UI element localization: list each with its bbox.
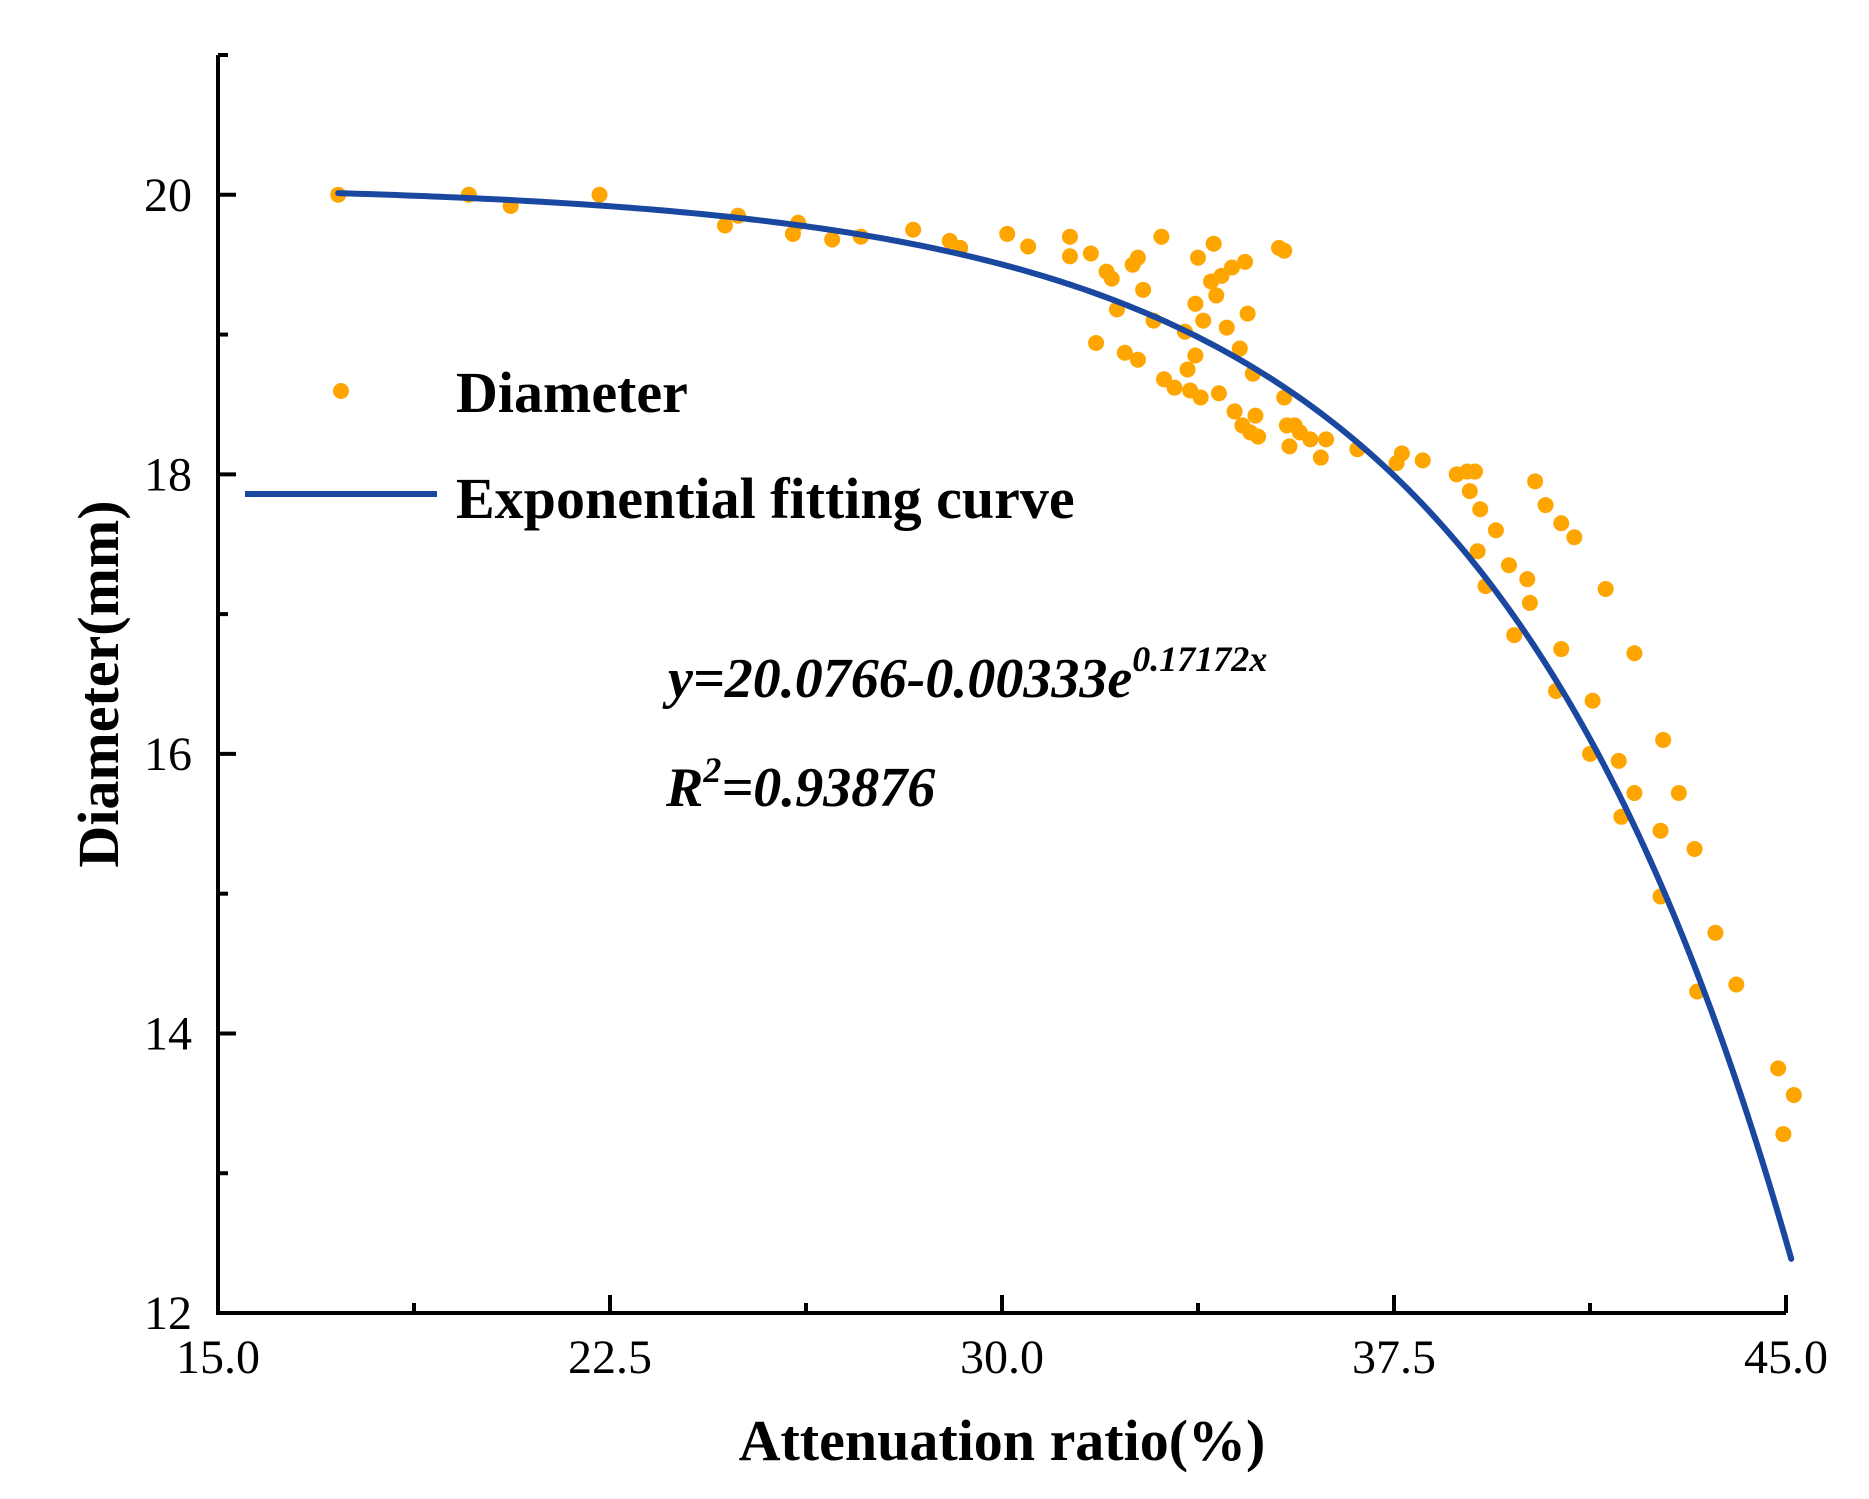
equation-exponent: 0.17172x <box>1132 639 1267 679</box>
data-point <box>1061 248 1078 265</box>
data-point <box>1500 557 1517 574</box>
legend-label-diameter: Diameter <box>456 360 688 425</box>
data-point <box>1129 249 1146 266</box>
data-point <box>1281 438 1298 455</box>
data-point <box>1566 529 1583 546</box>
data-point <box>1393 445 1410 462</box>
equation-main: y=20.0766-0.00333e <box>662 648 1132 710</box>
data-point <box>716 217 733 234</box>
y-axis-title: Diameter(mm) <box>66 500 131 867</box>
data-point <box>1166 379 1183 396</box>
data-point <box>1135 281 1152 298</box>
data-point <box>1707 924 1724 941</box>
y-tick-label: 18 <box>144 448 192 501</box>
r2-value: =0.93876 <box>721 757 935 819</box>
data-point <box>1414 452 1431 469</box>
data-point <box>1519 571 1536 588</box>
data-point <box>1020 238 1037 255</box>
r2-prefix: R <box>665 757 703 819</box>
data-point <box>1190 249 1206 266</box>
data-point <box>1153 228 1170 245</box>
data-point <box>1770 1060 1787 1077</box>
data-point <box>1210 385 1227 402</box>
x-tick-label: 45.0 <box>1744 1331 1828 1384</box>
y-tick-label: 16 <box>144 728 192 781</box>
data-point <box>1610 752 1627 769</box>
data-point <box>1276 242 1293 259</box>
data-point <box>1129 351 1146 368</box>
data-point <box>1302 431 1319 448</box>
data-point <box>1082 245 1099 262</box>
data-point <box>1527 473 1544 490</box>
data-point <box>1195 312 1212 329</box>
data-point <box>1237 253 1254 270</box>
scatter-points <box>330 186 1802 1143</box>
data-point <box>1553 515 1570 532</box>
r2-superscript: 2 <box>702 750 721 790</box>
data-point <box>1670 785 1687 802</box>
x-tick-label: 30.0 <box>960 1331 1044 1384</box>
data-point <box>1226 403 1243 420</box>
data-point <box>1239 305 1256 322</box>
data-point <box>1223 259 1240 276</box>
y-tick-label: 20 <box>144 169 192 222</box>
legend: Diameter Exponential fitting curve <box>245 360 1075 531</box>
x-tick-label: 37.5 <box>1352 1331 1436 1384</box>
data-point <box>1192 389 1209 406</box>
data-point <box>1247 407 1264 424</box>
data-point <box>905 221 922 238</box>
data-point <box>1116 344 1133 361</box>
data-point <box>1187 295 1204 312</box>
data-point <box>1231 340 1248 357</box>
data-point <box>1728 976 1745 993</box>
data-point <box>1597 580 1614 597</box>
data-point <box>1487 522 1504 539</box>
y-ticks: 12 14 16 18 20 <box>144 53 236 1340</box>
data-point <box>1686 840 1703 857</box>
data-point <box>1521 594 1538 611</box>
data-point <box>1652 822 1669 839</box>
data-point <box>1785 1086 1802 1103</box>
x-ticks: 15.0 22.5 30.0 37.5 45.0 <box>176 1295 1828 1384</box>
data-point <box>824 231 841 248</box>
data-point <box>1537 497 1554 514</box>
data-point <box>999 225 1016 242</box>
data-point <box>1179 361 1196 378</box>
equation-annotation: y=20.0766-0.00333e0.17172x <box>662 639 1267 710</box>
data-point <box>1626 785 1643 802</box>
y-tick-label: 14 <box>144 1007 192 1060</box>
x-tick-label: 22.5 <box>568 1331 652 1384</box>
data-point <box>1469 543 1486 560</box>
x-tick-label: 15.0 <box>176 1331 260 1384</box>
data-point <box>1187 347 1204 364</box>
data-point <box>1205 235 1222 252</box>
data-point <box>1461 483 1478 500</box>
data-point <box>1655 731 1672 748</box>
fit-curve-line <box>335 190 1795 1262</box>
data-point <box>1250 428 1267 445</box>
data-point <box>1467 463 1484 480</box>
x-axis-title: Attenuation ratio(%) <box>739 1408 1266 1473</box>
data-point <box>1626 645 1643 662</box>
data-point <box>1103 270 1120 287</box>
data-point <box>591 186 608 203</box>
data-point <box>1553 641 1570 658</box>
legend-marker-diameter <box>333 383 349 399</box>
data-point <box>1584 692 1601 709</box>
data-point <box>1208 287 1225 304</box>
data-point <box>1312 449 1329 466</box>
data-point <box>1506 627 1523 644</box>
data-point <box>1088 334 1105 351</box>
r-squared-annotation: R2=0.93876 <box>665 750 935 819</box>
data-point <box>1061 228 1078 245</box>
legend-label-fit-curve: Exponential fitting curve <box>456 466 1075 531</box>
data-point <box>1318 431 1335 448</box>
y-tick-label: 12 <box>144 1287 192 1340</box>
data-point <box>1472 501 1489 518</box>
data-point <box>1775 1126 1792 1143</box>
data-point <box>1218 319 1235 336</box>
